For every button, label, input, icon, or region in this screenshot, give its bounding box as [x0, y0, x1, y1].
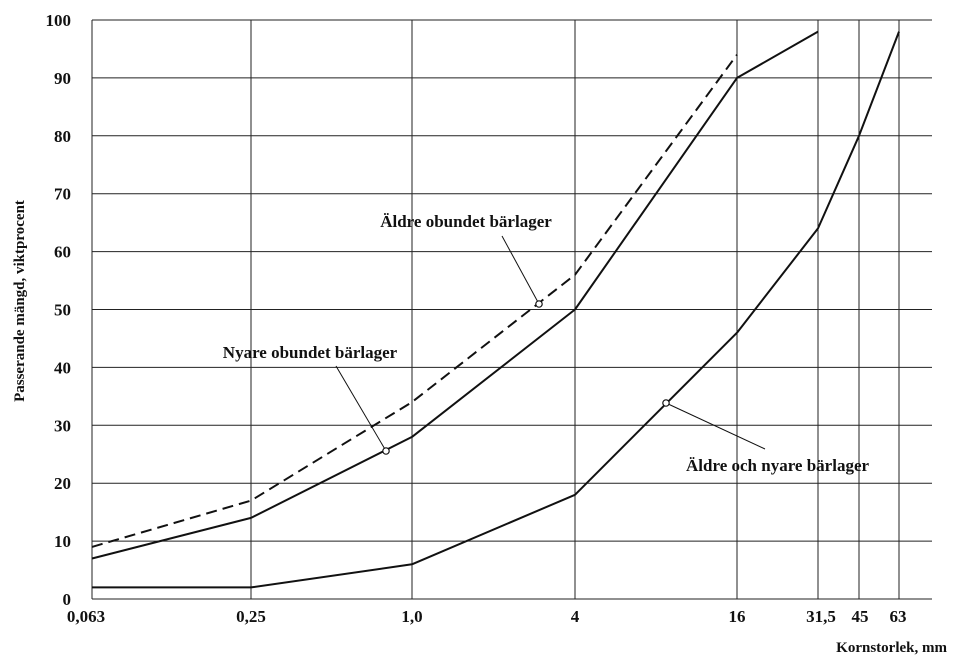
x-tick-label-2: 1,0 — [401, 607, 422, 626]
y-tick-label-90: 90 — [54, 69, 71, 88]
annotation-label-0: Äldre obundet bärlager — [380, 212, 552, 231]
annotation-leader-2 — [665, 402, 766, 450]
annotation-marker-2 — [662, 399, 670, 407]
annotation-layer: Äldre obundet bärlager Nyare obundet bärl… — [223, 212, 870, 475]
x-tick-label-5: 31,5 — [806, 607, 836, 626]
x-tick-label-1: 0,25 — [236, 607, 266, 626]
annotation-leader-1 — [335, 365, 387, 452]
series-layer — [91, 30, 900, 589]
annotation-marker-0 — [535, 300, 543, 308]
y-tick-label-40: 40 — [54, 358, 71, 377]
series-line-1 — [91, 30, 819, 560]
annotation-label-1: Nyare obundet bärlager — [223, 343, 398, 362]
annotation-marker-1 — [382, 447, 390, 455]
x-tick-label-4: 16 — [729, 607, 746, 626]
x-tick-label-0: 0,063 — [67, 607, 105, 626]
y-tick-label-60: 60 — [54, 243, 71, 262]
x-axis-label: Kornstorlek, mm — [836, 640, 947, 656]
series-line-0 — [91, 54, 738, 548]
x-tick-label-3: 4 — [571, 607, 580, 626]
x-tick-label-6: 45 — [852, 607, 869, 626]
y-tick-label-30: 30 — [54, 416, 71, 435]
annotation-leader-0 — [501, 235, 540, 305]
annotation-label-2: Äldre och nyare bärlager — [686, 456, 869, 475]
series-line-2 — [92, 31, 900, 589]
x-tick-label-7: 63 — [890, 607, 907, 626]
grid — [91, 19, 932, 600]
y-tick-label-70: 70 — [54, 185, 71, 204]
y-axis-label: Passerande mängd, viktprocent — [12, 200, 28, 402]
y-tick-label-80: 80 — [54, 127, 71, 146]
y-tick-label-10: 10 — [54, 532, 71, 551]
tick-labels: 0 10 20 30 40 50 60 70 80 90 100 0,063 0,25 1,0 4 16 31,… — [46, 11, 907, 626]
y-tick-label-50: 50 — [54, 301, 71, 320]
y-tick-label-100: 100 — [46, 11, 72, 30]
y-tick-label-20: 20 — [54, 474, 71, 493]
y-tick-label-0: 0 — [63, 590, 72, 609]
